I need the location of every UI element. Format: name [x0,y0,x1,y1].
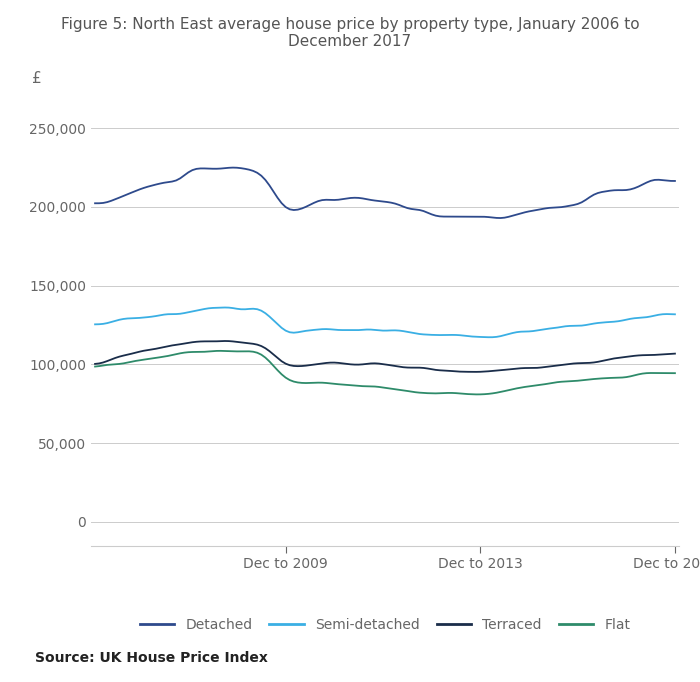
Legend: Detached, Semi-detached, Terraced, Flat: Detached, Semi-detached, Terraced, Flat [134,612,636,637]
Text: Figure 5: North East average house price by property type, January 2006 to
Decem: Figure 5: North East average house price… [61,17,639,50]
Text: £: £ [32,72,42,87]
Text: Source: UK House Price Index: Source: UK House Price Index [35,651,268,665]
